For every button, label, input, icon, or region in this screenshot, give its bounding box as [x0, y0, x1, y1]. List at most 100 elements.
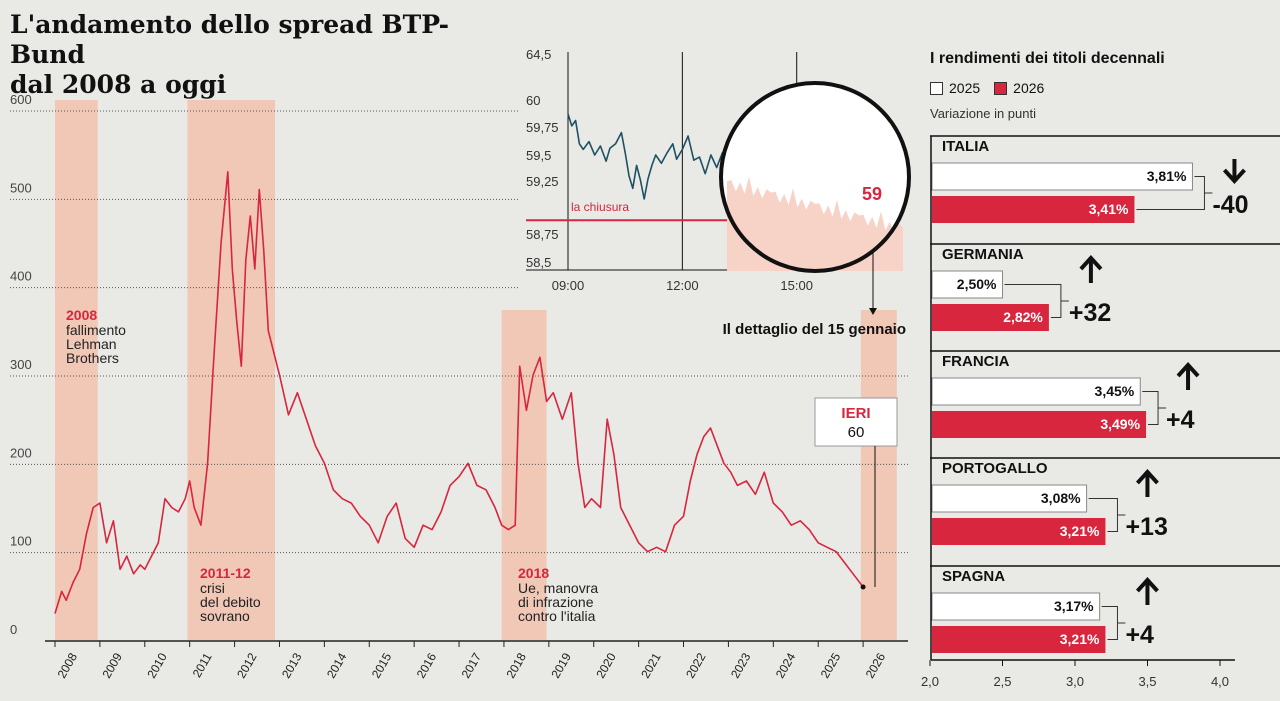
closing-label: la chiusura — [571, 200, 629, 214]
inset-y-tick-label: 59,25 — [526, 174, 559, 189]
magnifier-ring — [719, 81, 911, 273]
y-tick-label: 200 — [10, 445, 32, 460]
country-label: GERMANIA — [942, 246, 1024, 263]
inset-x-tick-label: 15:00 — [780, 278, 813, 293]
x-tick-label: 2022 — [683, 650, 709, 680]
change-value: +4 — [1166, 406, 1195, 434]
y-tick-label: 500 — [10, 180, 32, 195]
change-arrow-down-icon — [1222, 168, 1246, 184]
legend-label-2025: 2025 — [949, 80, 981, 96]
bar-2025-label: 3,45% — [1095, 383, 1135, 399]
x-tick-label: 2017 — [459, 650, 485, 680]
inset-x-tick-label: 09:00 — [552, 278, 585, 293]
event-year-label: 2008 — [66, 307, 97, 323]
magnifier-area — [727, 176, 903, 271]
x-tick-label: 2024 — [773, 650, 799, 680]
x-tick-label: 2026 — [863, 650, 889, 680]
y-tick-label: 100 — [10, 534, 32, 549]
event-year-label: 2011-12 — [200, 565, 251, 581]
shaded-period-0 — [55, 100, 98, 640]
x-tick-label: 2014 — [324, 650, 350, 680]
x-tick-label: 2008 — [55, 650, 81, 680]
ieri-box — [814, 397, 898, 447]
event-description-line: fallimento — [66, 322, 126, 338]
x-tick-label: 2025 — [818, 650, 844, 680]
change-arrow-up-icon — [1135, 469, 1159, 485]
bar-2026-label: 2,82% — [1003, 309, 1043, 325]
x-tick-label: 2011 — [190, 650, 215, 680]
chart-title: L'andamento dello spread BTP-Bund dal 20… — [10, 10, 490, 100]
magnifier-value: 59 — [862, 184, 882, 204]
inset-y-tick-label: 59,5 — [526, 148, 551, 163]
intraday-series-line — [567, 113, 729, 200]
inset-y-tick-label: 60 — [526, 93, 540, 108]
bar-2026-label: 3,21% — [1060, 523, 1100, 539]
change-value: +13 — [1125, 513, 1167, 541]
bar-2025-label: 3,08% — [1041, 490, 1081, 506]
spread-series-line — [54, 171, 864, 614]
bar-x-tick-label: 2,5 — [993, 674, 1011, 689]
bar-2025 — [931, 270, 1003, 299]
x-tick-label: 2016 — [414, 650, 440, 680]
event-description-line: sovrano — [200, 608, 250, 624]
event-description-line: Ue, manovra — [518, 580, 598, 596]
change-value: +4 — [1125, 621, 1154, 649]
ieri-label: IERI — [841, 405, 870, 422]
change-arrow-up-icon — [1176, 362, 1200, 378]
x-tick-label: 2013 — [279, 650, 305, 680]
country-label: SPAGNA — [942, 568, 1005, 585]
bar-2025-label: 3,17% — [1054, 598, 1094, 614]
change-value: +32 — [1069, 299, 1111, 327]
bar-2025-label: 2,50% — [957, 276, 997, 292]
x-tick-label: 2020 — [593, 650, 619, 680]
bar-x-tick-label: 3,0 — [1066, 674, 1084, 689]
x-tick-label: 2019 — [548, 650, 574, 680]
event-description-line: Brothers — [66, 350, 119, 366]
bar-2026-label: 3,21% — [1060, 631, 1100, 647]
country-label: ITALIA — [942, 138, 989, 155]
bar-2025 — [931, 592, 1101, 621]
y-tick-label: 400 — [10, 269, 32, 284]
title-line-2: dal 2008 a oggi — [10, 70, 227, 99]
event-description-line: del debito — [200, 594, 261, 610]
inset-y-tick-label: 58,75 — [526, 227, 559, 242]
x-tick-label: 2023 — [728, 650, 754, 680]
x-tick-label: 2015 — [369, 650, 395, 680]
bar-2026 — [932, 518, 1106, 545]
bar-x-tick-label: 2,0 — [921, 674, 939, 689]
x-tick-label: 2018 — [504, 650, 530, 680]
magnifier-pointer-head — [869, 308, 877, 315]
bar-2026 — [932, 196, 1135, 223]
x-tick-label: 2012 — [234, 650, 260, 680]
bar-2025 — [931, 484, 1088, 513]
event-year-label: 2018 — [518, 565, 549, 581]
y-tick-label: 0 — [10, 622, 17, 637]
bar-2026 — [932, 304, 1049, 331]
legend-swatch-2026 — [994, 81, 1008, 95]
x-tick-label: 2010 — [144, 650, 170, 680]
country-label: FRANCIA — [942, 353, 1010, 370]
yields-note: Variazione in punti — [930, 106, 1036, 121]
event-description-line: Lehman — [66, 336, 117, 352]
change-value: -40 — [1212, 191, 1248, 219]
detail-label: Il dettaglio del 15 gennaio — [723, 321, 906, 338]
inset-y-tick-label: 59,75 — [526, 120, 559, 135]
bar-2026 — [932, 411, 1147, 438]
x-tick-label: 2009 — [99, 650, 125, 680]
change-arrow-up-icon — [1079, 255, 1103, 271]
change-arrow-up-icon — [1135, 577, 1159, 593]
inset-y-tick-label: 64,5 — [526, 47, 551, 62]
bar-x-tick-label: 4,0 — [1211, 674, 1229, 689]
y-tick-label: 600 — [10, 92, 32, 107]
bar-2026-label: 3,41% — [1089, 201, 1129, 217]
legend-item-2026: 2026 — [994, 80, 1044, 96]
legend-item-2025: 2025 — [930, 80, 980, 96]
bar-2026-label: 3,49% — [1100, 416, 1140, 432]
bar-x-tick-label: 3,5 — [1138, 674, 1156, 689]
shaded-period-2 — [501, 310, 547, 640]
legend-label-2026: 2026 — [1013, 80, 1045, 96]
shaded-period-1 — [187, 100, 275, 640]
x-tick-label: 2021 — [638, 650, 664, 680]
bar-2025-label: 3,81% — [1147, 168, 1187, 184]
